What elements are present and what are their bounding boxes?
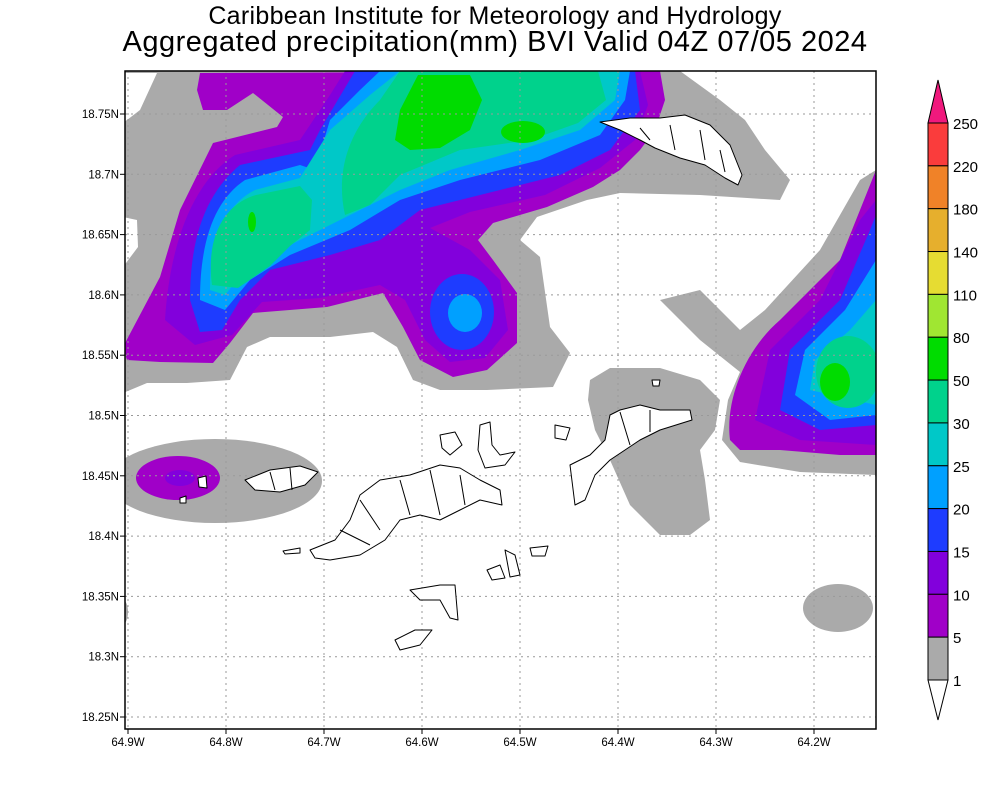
colorbar-band (927, 379, 949, 424)
island-tiny-3 (651, 379, 661, 387)
lat-tick-label: 18.3N (88, 652, 119, 664)
title-product: Aggregated precipitation(mm) BVI Valid 0… (122, 26, 868, 58)
lon-tick-label: 64.3W (699, 737, 732, 749)
colorbar-band (927, 593, 949, 638)
colorbar-band (927, 208, 949, 253)
colorbar-label: 50 (953, 373, 970, 390)
lat-tick-label: 18.45N (82, 471, 119, 483)
colorbar-label: 15 (953, 544, 970, 561)
island-jost-2 (477, 421, 516, 469)
colorbar-band (927, 165, 949, 210)
island-south-2 (394, 629, 433, 651)
island-south-4 (504, 549, 521, 578)
island-virgin-gorda (569, 404, 693, 506)
lat-tick-label: 18.35N (82, 591, 119, 603)
island-south-5 (529, 545, 549, 557)
lon-tick-label: 64.2W (797, 737, 830, 749)
colorbar-band (927, 636, 949, 681)
island-small-1 (282, 547, 301, 555)
title-institute: Caribbean Institute for Meteorology and … (208, 2, 782, 30)
colorbar-label: 5 (953, 630, 961, 647)
colorbar-legend: 250 220 180 140 110 80 50 30 25 20 15 10 5 1 (927, 79, 978, 721)
lat-tick-label: 18.7N (88, 169, 119, 181)
island-west (244, 465, 319, 493)
lat-tick-label: 18.6N (88, 290, 119, 302)
lon-tick-label: 64.9W (111, 737, 144, 749)
island-south-3 (486, 564, 506, 581)
colorbar-band (927, 122, 949, 167)
lat-tick-label: 18.75N (82, 109, 119, 121)
plot-frame (124, 70, 877, 730)
colorbar-label: 80 (953, 330, 970, 347)
colorbar-band (927, 465, 949, 510)
colorbar-band (927, 422, 949, 467)
colorbar-under-arrow (927, 679, 949, 721)
island-south-1 (409, 584, 459, 621)
axes: 18.75N 18.7N 18.65N 18.6N 18.55N 18.5N 18.45N 1… (82, 109, 831, 749)
colorbar-label: 140 (953, 245, 978, 262)
colorbar-band (927, 336, 949, 381)
lon-tick-label: 64.6W (405, 737, 438, 749)
island-small-2 (554, 424, 571, 441)
lon-tick-label: 64.4W (601, 737, 634, 749)
lat-tick-label: 18.25N (82, 712, 119, 724)
lon-tick-label: 64.7W (307, 737, 340, 749)
lat-tick-label: 18.4N (88, 531, 119, 543)
island-jost-1 (439, 431, 463, 456)
colorbar-label: 1 (953, 673, 961, 690)
graticule (125, 71, 876, 729)
coastline-islands (179, 114, 743, 651)
contour-50-80mm (248, 75, 850, 401)
colorbar-label: 110 (953, 287, 977, 304)
colorbar-over-arrow (927, 79, 949, 124)
island-st-thomas (599, 114, 743, 186)
colorbar-label: 25 (953, 459, 970, 476)
colorbar-label: 10 (953, 587, 970, 604)
precipitation-field (125, 71, 876, 729)
lon-tick-label: 64.5W (503, 737, 536, 749)
lat-tick-label: 18.5N (88, 411, 119, 423)
colorbar-label: 220 (953, 159, 978, 176)
colorbar-band (927, 508, 949, 552)
colorbar-label: 30 (953, 416, 970, 433)
colorbar-label: 20 (953, 502, 970, 519)
lon-tick-label: 64.8W (209, 737, 242, 749)
island-tiny-2 (179, 495, 187, 504)
colorbar-label: 180 (953, 202, 978, 219)
island-tiny-1 (197, 475, 208, 489)
lat-tick-label: 18.55N (82, 350, 119, 362)
lat-tick-label: 18.65N (82, 230, 119, 242)
colorbar-label: 250 (953, 116, 978, 133)
island-tortola (309, 464, 503, 561)
colorbar-band (927, 293, 949, 338)
colorbar-band (927, 550, 949, 595)
colorbar-band (927, 251, 949, 295)
